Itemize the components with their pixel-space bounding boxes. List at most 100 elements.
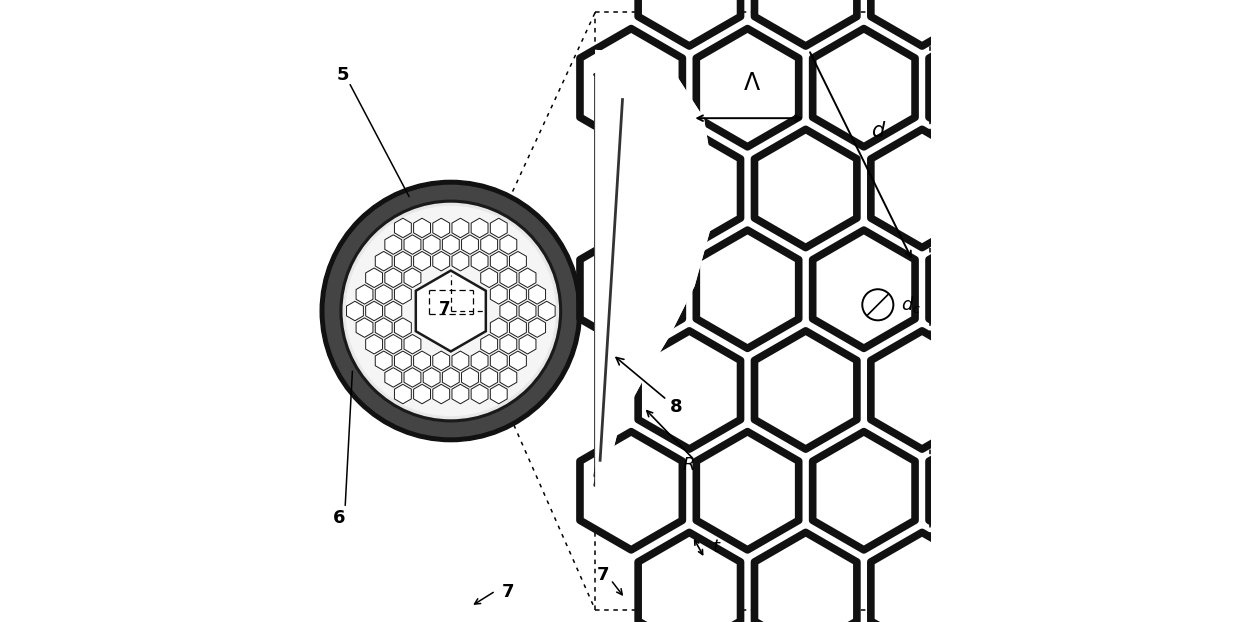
Polygon shape <box>461 368 479 387</box>
Polygon shape <box>697 230 799 348</box>
Polygon shape <box>595 50 713 510</box>
Polygon shape <box>404 235 420 254</box>
Polygon shape <box>580 432 682 550</box>
Polygon shape <box>500 368 517 387</box>
Polygon shape <box>414 218 430 238</box>
Polygon shape <box>580 230 682 348</box>
Polygon shape <box>481 368 497 387</box>
Circle shape <box>346 207 556 415</box>
Polygon shape <box>384 268 402 287</box>
Polygon shape <box>528 285 546 304</box>
Text: 7: 7 <box>439 300 450 317</box>
Polygon shape <box>384 335 402 354</box>
Bar <box>595 12 930 610</box>
Polygon shape <box>754 532 857 622</box>
Polygon shape <box>451 218 469 238</box>
Polygon shape <box>404 335 420 354</box>
Polygon shape <box>346 301 363 321</box>
Polygon shape <box>404 268 420 287</box>
Polygon shape <box>520 335 536 354</box>
Polygon shape <box>812 29 915 147</box>
Polygon shape <box>697 432 799 550</box>
Polygon shape <box>394 384 412 404</box>
Polygon shape <box>415 271 486 351</box>
Text: $t$: $t$ <box>712 539 722 556</box>
Polygon shape <box>433 251 450 271</box>
Polygon shape <box>356 285 373 304</box>
Text: 7: 7 <box>502 583 515 601</box>
Polygon shape <box>356 318 373 337</box>
Polygon shape <box>490 384 507 404</box>
Polygon shape <box>481 268 497 287</box>
Polygon shape <box>451 384 469 404</box>
Polygon shape <box>394 251 412 271</box>
Polygon shape <box>754 129 857 248</box>
Polygon shape <box>366 268 383 287</box>
Text: $R$: $R$ <box>682 457 694 474</box>
Polygon shape <box>443 368 459 387</box>
Polygon shape <box>870 532 973 622</box>
Polygon shape <box>520 301 536 321</box>
Polygon shape <box>870 129 973 248</box>
Polygon shape <box>490 251 507 271</box>
Circle shape <box>340 200 562 422</box>
Polygon shape <box>471 218 489 238</box>
Polygon shape <box>471 351 489 371</box>
Text: 7: 7 <box>596 567 609 584</box>
Text: $d_c$: $d_c$ <box>900 294 921 315</box>
Polygon shape <box>471 251 489 271</box>
Polygon shape <box>639 331 740 449</box>
Polygon shape <box>376 251 392 271</box>
Polygon shape <box>929 432 1032 550</box>
Polygon shape <box>481 335 497 354</box>
Polygon shape <box>490 285 507 304</box>
Text: 5: 5 <box>337 66 350 83</box>
Polygon shape <box>510 351 526 371</box>
Polygon shape <box>500 301 517 321</box>
Polygon shape <box>500 335 517 354</box>
Polygon shape <box>394 218 412 238</box>
Polygon shape <box>394 285 412 304</box>
Polygon shape <box>366 335 383 354</box>
Polygon shape <box>500 235 517 254</box>
Polygon shape <box>394 318 412 337</box>
Polygon shape <box>443 235 459 254</box>
Circle shape <box>320 180 582 442</box>
Polygon shape <box>490 351 507 371</box>
Polygon shape <box>520 268 536 287</box>
Polygon shape <box>639 129 740 248</box>
Polygon shape <box>471 384 489 404</box>
Polygon shape <box>376 285 392 304</box>
Polygon shape <box>461 235 479 254</box>
Polygon shape <box>870 0 973 46</box>
Polygon shape <box>376 318 392 337</box>
Polygon shape <box>376 351 392 371</box>
Polygon shape <box>414 251 430 271</box>
Polygon shape <box>639 532 740 622</box>
Polygon shape <box>451 351 469 371</box>
Polygon shape <box>595 75 627 485</box>
Polygon shape <box>754 0 857 46</box>
Polygon shape <box>595 50 713 510</box>
Polygon shape <box>510 251 526 271</box>
Polygon shape <box>490 318 507 337</box>
Text: 8: 8 <box>616 358 682 416</box>
Polygon shape <box>451 251 469 271</box>
Polygon shape <box>697 29 799 147</box>
Polygon shape <box>414 384 430 404</box>
Polygon shape <box>433 218 450 238</box>
Polygon shape <box>394 351 412 371</box>
Polygon shape <box>481 235 497 254</box>
Polygon shape <box>510 318 526 337</box>
Polygon shape <box>423 368 440 387</box>
Polygon shape <box>812 432 915 550</box>
Polygon shape <box>929 230 1032 348</box>
Polygon shape <box>384 368 402 387</box>
Polygon shape <box>500 268 517 287</box>
Polygon shape <box>366 301 383 321</box>
Polygon shape <box>404 368 420 387</box>
Polygon shape <box>423 235 440 254</box>
Polygon shape <box>538 301 556 321</box>
Circle shape <box>343 203 558 419</box>
Circle shape <box>325 185 577 437</box>
